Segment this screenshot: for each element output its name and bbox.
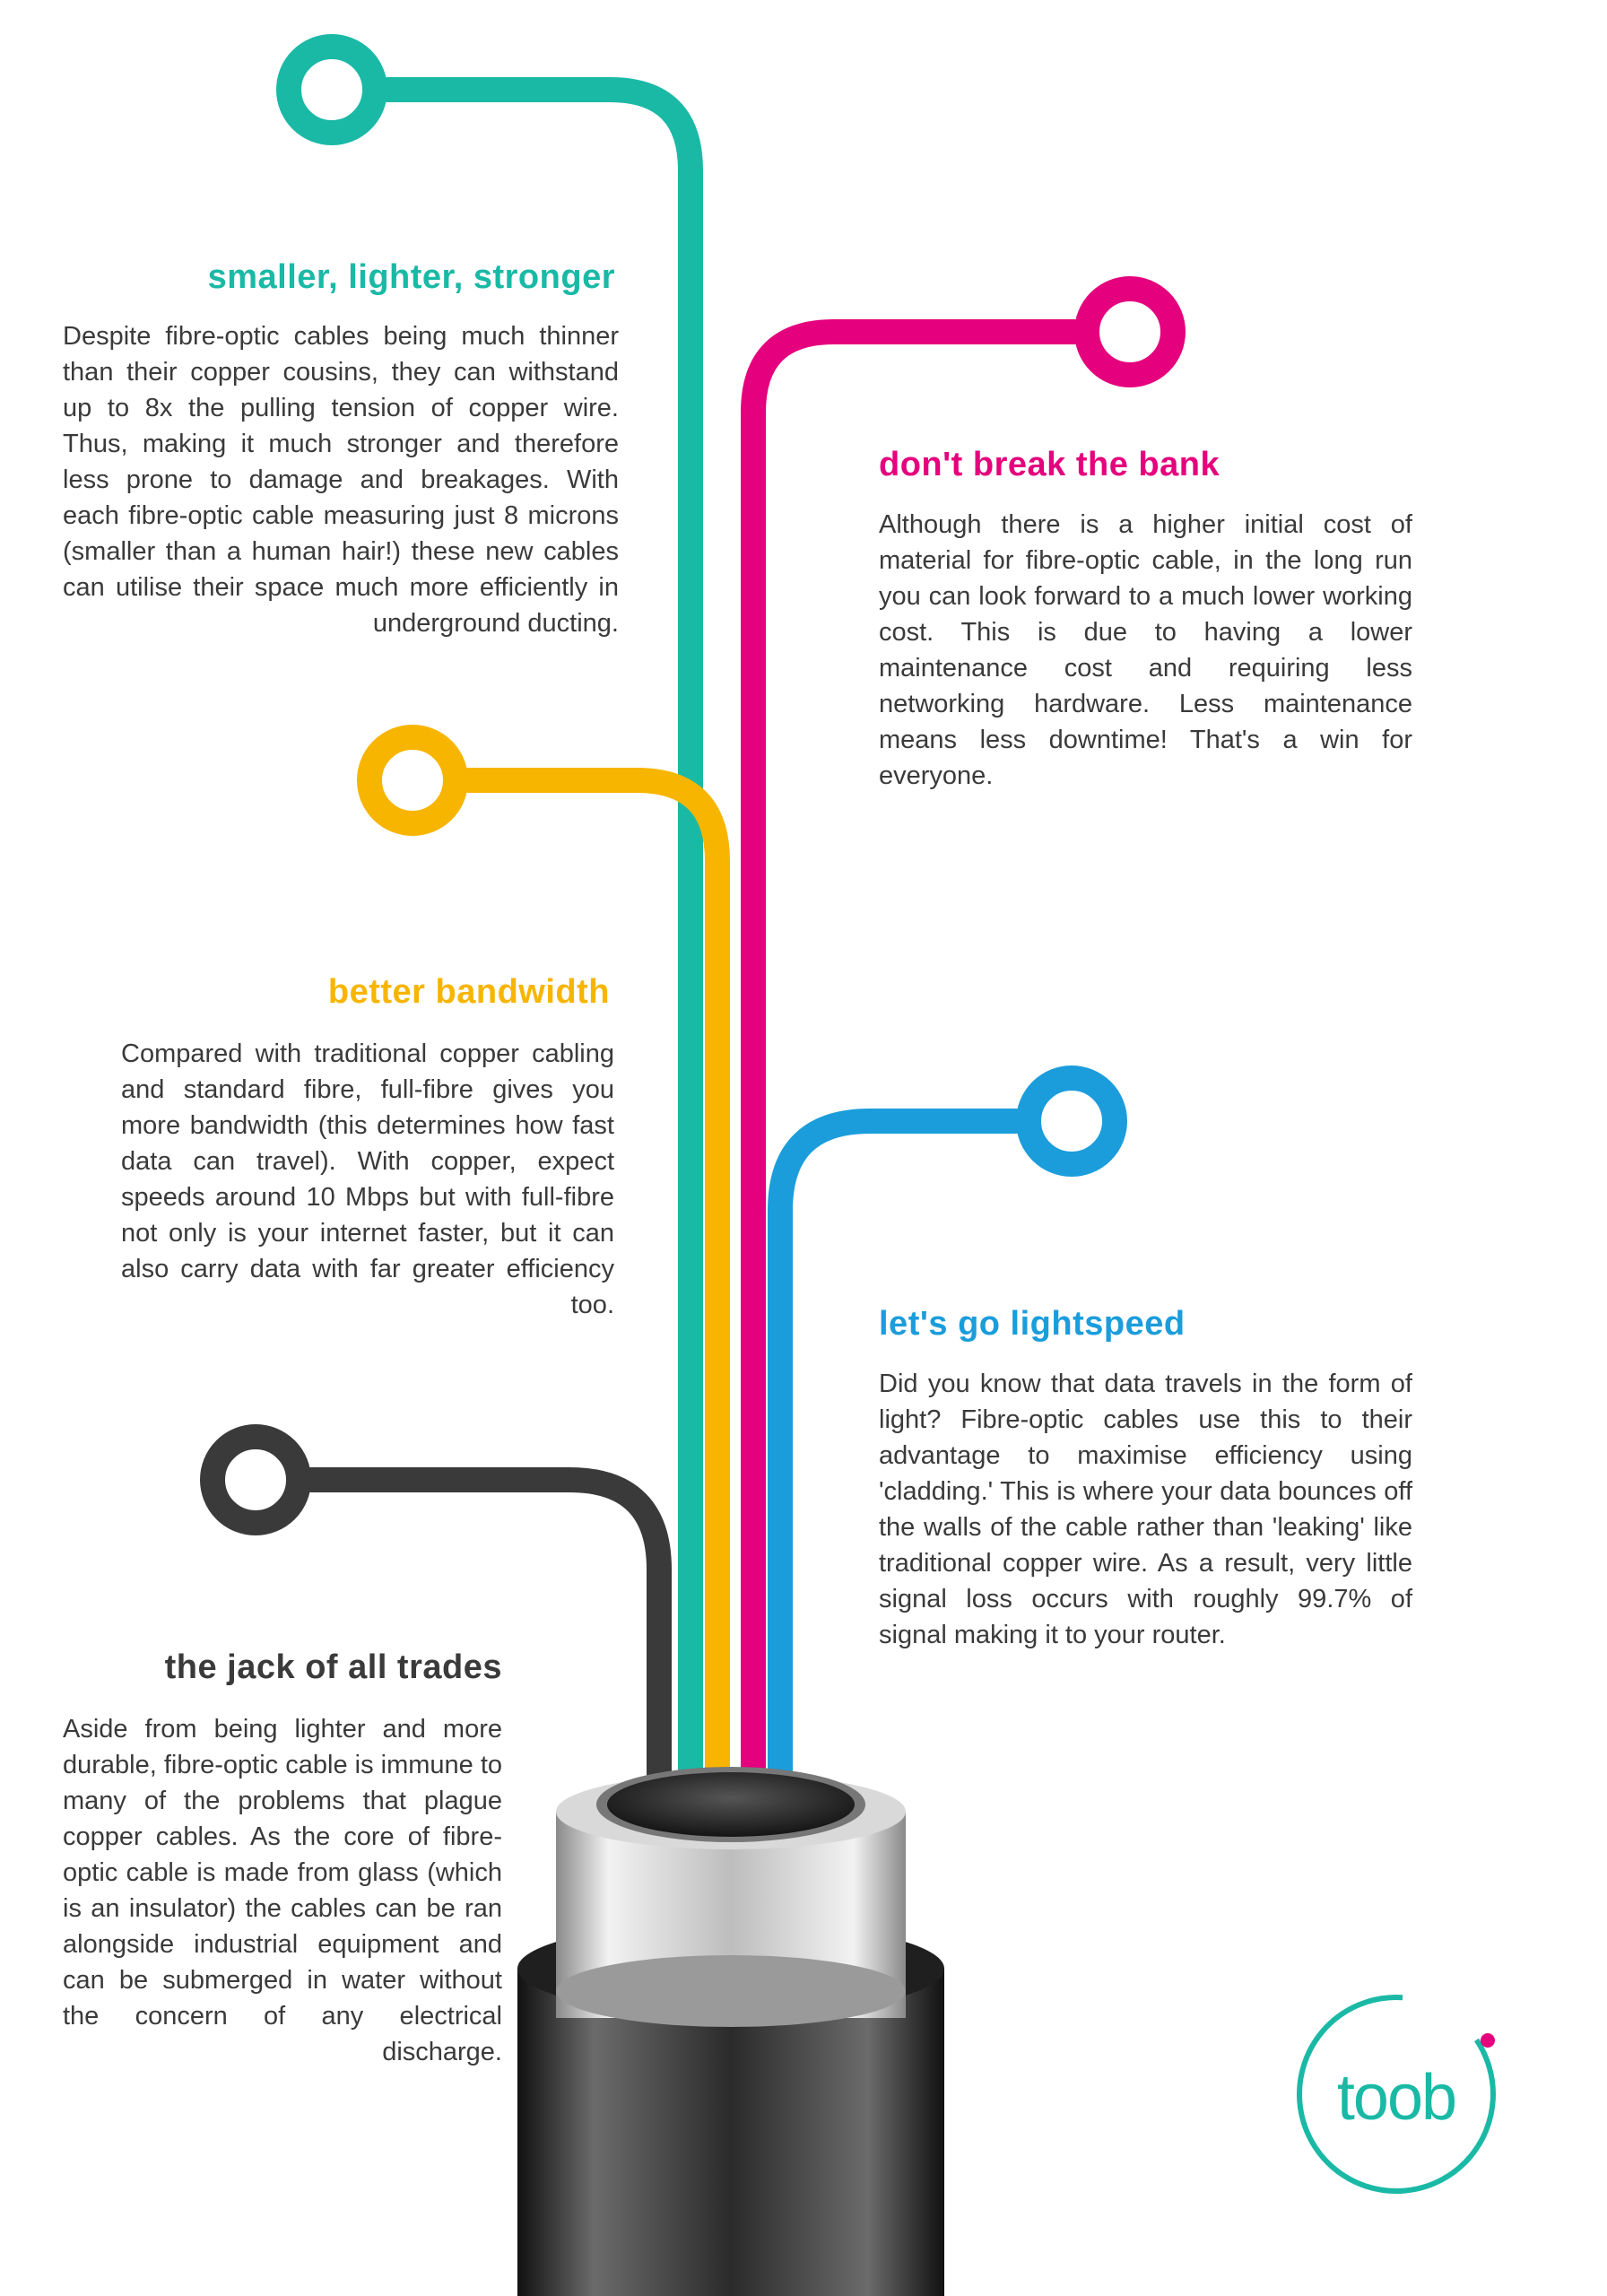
- heading-blue: let's go lightspeed: [879, 1305, 1186, 1344]
- cable-connector: [517, 1767, 944, 2296]
- heading-yellow: better bandwidth: [328, 973, 610, 1012]
- body-pink: Although there is a higher initial cost …: [879, 507, 1412, 794]
- cable-ring-pink-icon: [1087, 289, 1173, 375]
- cable-ring-teal-icon: [289, 47, 375, 133]
- heading-gray: the jack of all trades: [165, 1648, 502, 1687]
- heading-pink: don't break the bank: [879, 446, 1220, 484]
- toob-logo: toob: [1280, 1978, 1513, 2215]
- logo-dot-icon: [1481, 2033, 1495, 2048]
- cable-ring-blue-icon: [1029, 1078, 1115, 1164]
- body-yellow: Compared with traditional copper cabling…: [121, 1036, 614, 1323]
- heading-teal: smaller, lighter, stronger: [208, 258, 615, 297]
- body-teal: Despite fibre-optic cables being much th…: [63, 318, 619, 641]
- logo-text: toob: [1337, 2062, 1455, 2134]
- cable-ring-yellow-icon: [369, 737, 456, 823]
- body-blue: Did you know that data travels in the fo…: [879, 1366, 1412, 1653]
- cable-ring-gray-icon: [213, 1437, 299, 1523]
- body-gray: Aside from being lighter and more durabl…: [63, 1711, 502, 2070]
